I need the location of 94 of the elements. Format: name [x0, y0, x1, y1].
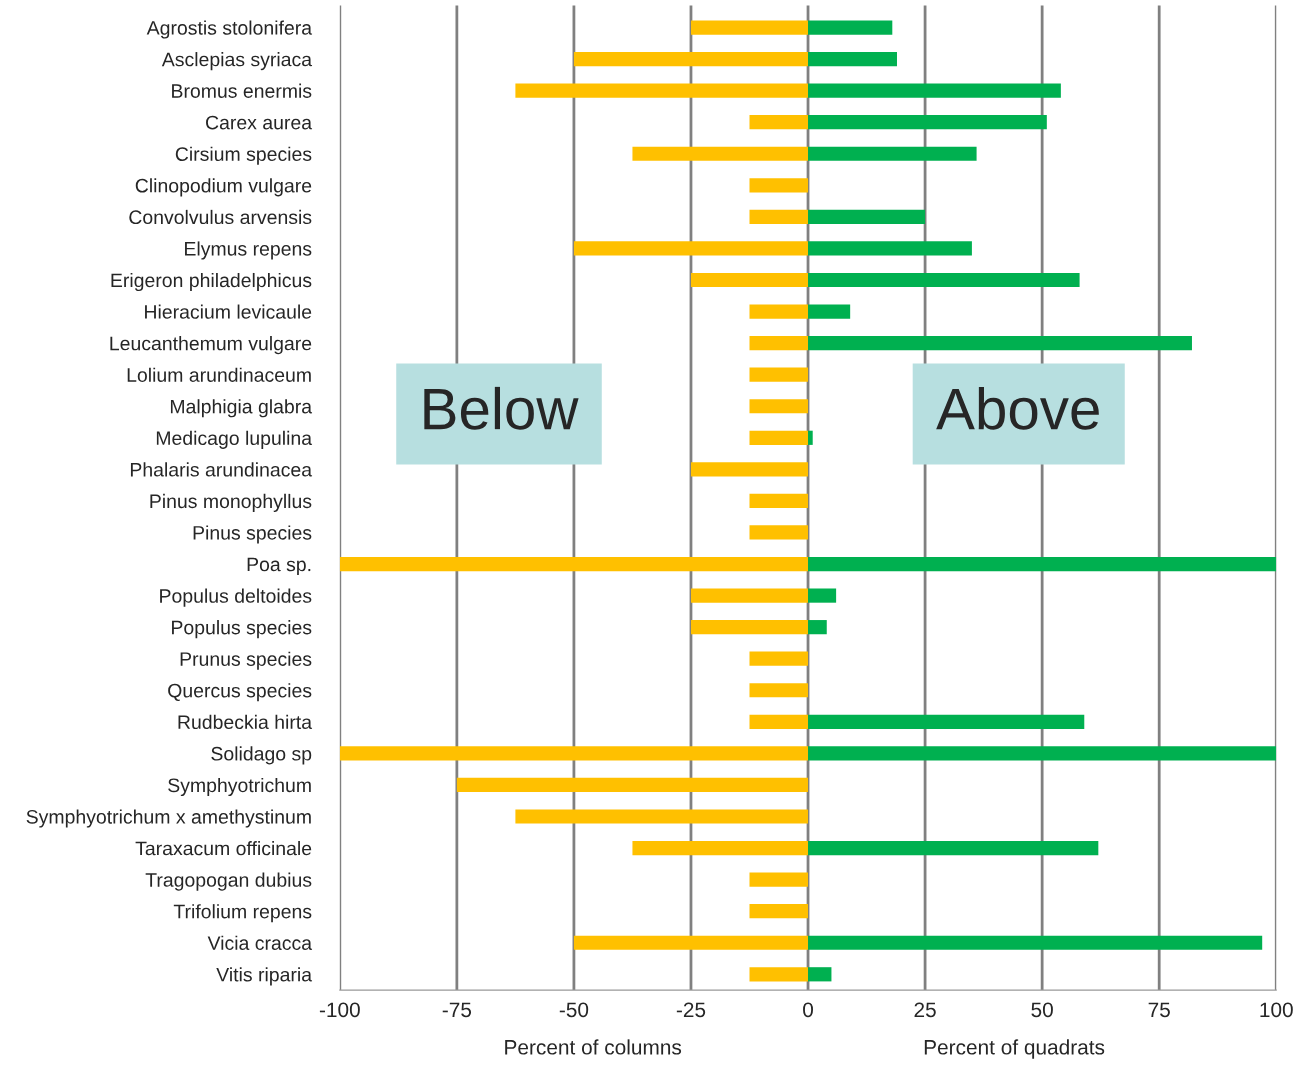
y-tick-label: Agrostis stolonifera [146, 20, 313, 39]
bar [749, 904, 809, 919]
bar [808, 840, 1099, 856]
y-tick-label: Hieracium levicaule [145, 304, 312, 319]
y-tick-label: Erigeron philadelphicus [111, 272, 312, 292]
y-tick-label: Symphyotrichum x amethystinum [26, 809, 311, 828]
x-tick-label: 25 [914, 1002, 936, 1018]
y-tick-label: Convolvulus arvensis [129, 209, 312, 225]
y-tick-label: Asclepias syriaca [161, 52, 313, 71]
annotation: Above [936, 386, 1099, 430]
y-tick-label: Vitis riparia [216, 967, 313, 986]
bar [690, 588, 809, 603]
y-tick-label: Cirsium species [175, 146, 312, 165]
bar [456, 777, 809, 793]
bar [749, 430, 809, 445]
bar [808, 304, 851, 319]
bar [515, 83, 809, 98]
bar [749, 209, 809, 224]
bar [749, 115, 809, 130]
bar [749, 493, 809, 509]
y-tick-label: Elymus repens [185, 241, 312, 260]
x-tick-label: 100 [1260, 1002, 1293, 1018]
y-tick-label: Prunus species [180, 651, 312, 670]
text: Percent of quadrats [924, 1039, 1105, 1059]
bar [749, 336, 809, 351]
y-tick-label: Poa sp. [247, 557, 311, 576]
bar [808, 556, 1277, 572]
bar [749, 683, 809, 698]
y-tick-label: Tragopogan dubius [145, 872, 312, 891]
y-tick-label: Rudbeckia hirta [178, 714, 313, 730]
y-tick-label: Lolium arundinaceum [127, 367, 311, 382]
bar [690, 462, 809, 477]
bar [632, 146, 809, 161]
y-tick-label: Phalaris arundinacea [130, 462, 313, 477]
bar [808, 51, 897, 67]
y-tick-label: Solidago sp [211, 746, 312, 765]
bar [573, 935, 809, 950]
bar [339, 556, 809, 572]
y-tick-label: Bromus enermis [172, 83, 312, 98]
y-tick-label: Vicia cracca [207, 935, 313, 950]
bar [515, 809, 809, 824]
bar [339, 746, 809, 761]
y-tick-label: Populus deltoides [160, 588, 312, 607]
y-tick-label: Pinus species [193, 525, 312, 544]
bar [808, 146, 977, 161]
x-tick-label: -100 [319, 1002, 360, 1018]
bar [690, 20, 809, 35]
bar [749, 872, 809, 887]
y-tick-label: Medicago lupulina [156, 430, 313, 449]
bar [808, 935, 1263, 950]
bar [808, 83, 1061, 98]
bar [808, 20, 893, 35]
bar [749, 651, 809, 666]
bar [632, 840, 809, 856]
bar [749, 304, 809, 319]
bar [808, 588, 837, 603]
bar [808, 714, 1085, 729]
bar [749, 967, 809, 982]
bar [573, 241, 809, 256]
bar [573, 51, 809, 67]
y-tick-label: Carex aurea [206, 115, 313, 130]
y-tick-label: Clinopodium vulgare [135, 178, 312, 197]
bar [808, 115, 1047, 130]
y-tick-label: Trifolium repens [173, 904, 312, 923]
x-tick-label: 50 [1031, 1002, 1053, 1018]
bar [749, 525, 809, 540]
x-tick-label: -50 [559, 1002, 589, 1018]
bar [690, 620, 809, 635]
bar [808, 620, 827, 635]
y-tick-label: Leucanthemum vulgare [110, 336, 312, 355]
bar [749, 399, 809, 414]
y-tick-label: Malphigia glabra [170, 399, 313, 418]
y-tick-label: Taraxacum officinale [135, 841, 312, 856]
x-tick-label: 75 [1148, 1002, 1170, 1018]
bar [808, 430, 813, 445]
x-tick-label: 0 [803, 1002, 814, 1018]
bar [808, 336, 1192, 351]
x-tick-label: -75 [442, 1002, 472, 1018]
x-tick-label: -25 [676, 1002, 706, 1018]
y-tick-label: Pinus monophyllus [150, 493, 312, 512]
bar [808, 241, 972, 256]
bar [690, 272, 809, 288]
x-axis-title: Percent of columns [505, 1039, 682, 1055]
bar [749, 367, 809, 382]
bar [808, 272, 1080, 288]
bar [749, 178, 809, 193]
y-tick-label: Populus species [172, 620, 312, 639]
y-tick-label: Quercus species [168, 683, 312, 702]
bar [808, 967, 832, 982]
bar [749, 714, 809, 729]
y-tick-label: Symphyotrichum [168, 777, 311, 797]
bar [808, 209, 926, 224]
annotation: Below [424, 386, 579, 430]
bar [808, 746, 1277, 761]
